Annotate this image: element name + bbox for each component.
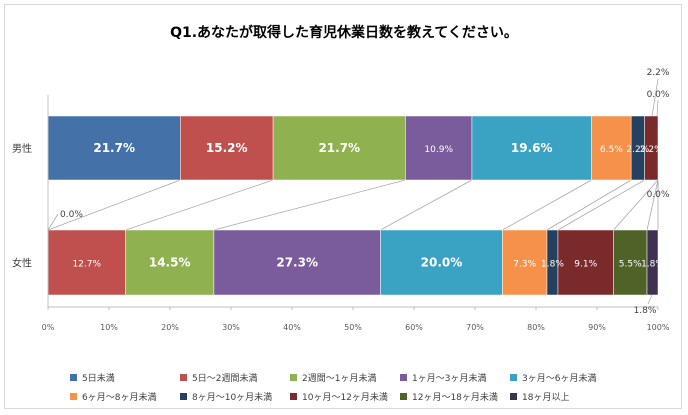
legend-label: 8ヶ月～10ヶ月未満 [192,393,273,403]
data-label: 10.9% [424,145,453,155]
data-label: 27.3% [276,256,318,270]
bar-segment [644,115,659,181]
legend-swatch [180,374,187,381]
series-connector-line [613,179,659,231]
bar-segment [47,115,181,181]
x-tick-label: 60% [405,323,423,332]
data-label: 6.5% [600,145,623,155]
legend-item: 18ヶ月以上 [510,390,569,403]
bar-segment [502,229,548,296]
x-tick-label: 40% [283,323,301,332]
data-label: 14.5% [149,256,191,270]
legend-item: 3ヶ月～6ヶ月未満 [510,371,596,384]
callout-leader-line [656,99,659,117]
legend-item: 6ヶ月～8ヶ月未満 [70,390,156,403]
legend-label: 2週間～1ヶ月未満 [302,374,377,384]
legend-swatch [180,393,187,400]
legend-swatch [70,393,77,400]
data-label: 2.2% [626,145,649,155]
x-tick-label: 0% [42,323,55,332]
callout-data-label: 2.2% [647,68,670,78]
bar-segment [471,115,592,181]
bar-segment [380,229,503,296]
callout-leader-line [47,213,59,231]
bar-segment [125,229,215,296]
data-label: 1.8% [641,260,664,270]
data-label: 19.6% [511,141,553,155]
chart-frame [4,4,682,409]
legend-label: 3ヶ月～6ヶ月未満 [522,374,597,384]
legend-swatch [510,374,517,381]
legend-label: 1ヶ月～3ヶ月未満 [412,374,487,384]
bar-segment [405,115,473,181]
bar-segment [272,115,406,181]
legend-swatch [400,393,407,400]
data-label: 21.7% [93,141,135,155]
callout-data-label: 0.0% [647,90,670,100]
callout-data-label: 1.8% [634,306,657,316]
legend-swatch [70,374,77,381]
series-connector-line [502,179,592,231]
legend-item: 2週間～1ヶ月未満 [290,371,376,384]
data-label: 21.7% [318,141,360,155]
data-label: 5.5% [619,260,642,270]
x-tick-label: 70% [466,323,484,332]
data-label: 2.2% [640,145,663,155]
series-connector-line [47,179,181,231]
data-label: 20.0% [421,256,463,270]
x-tick-label: 50% [344,323,362,332]
series-connector-line [213,179,406,231]
legend-label: 18ヶ月以上 [522,393,570,403]
chart-title: Q1.あなたが取得した育児休業日数を教えてください。 [170,25,518,41]
legend-swatch [290,393,297,400]
x-tick-label: 20% [161,323,179,332]
legend-swatch [510,393,517,400]
callout-leader-line [651,78,659,117]
category-label: 男性 [12,142,32,155]
callout-leader-line [647,294,653,305]
bar-segment [646,229,659,296]
bar-segment [47,229,126,296]
legend-item: 5日～2週間未満 [180,371,257,384]
legend-swatch [400,374,407,381]
bar-segment [557,229,614,296]
series-connector-line [646,179,659,231]
legend-label: 12ヶ月～18ヶ月未満 [412,393,498,403]
data-label: 9.1% [574,260,597,270]
callout-data-label: 0.0% [647,190,670,200]
bar-segment [180,115,274,181]
series-connector-line [380,179,473,231]
bar-segment [213,229,381,296]
data-label: 12.7% [72,260,101,270]
series-connector-line [546,179,632,231]
bar-segment [591,115,632,181]
x-tick-label: 100% [647,323,670,332]
legend-item: 12ヶ月～18ヶ月未満 [400,390,498,403]
data-label: 1.8% [541,260,564,270]
legend-label: 5日未満 [82,374,115,384]
legend-item: 10ヶ月～12ヶ月未満 [290,390,388,403]
legend-label: 5日～2週間未満 [192,374,258,384]
data-label: 15.2% [206,141,248,155]
legend-item: 8ヶ月～10ヶ月未満 [180,390,272,403]
legend-item: 5日未満 [70,371,115,384]
category-label: 女性 [12,257,32,270]
x-tick-label: 90% [588,323,606,332]
series-connector-line [557,179,645,231]
legend-label: 10ヶ月～12ヶ月未満 [302,393,388,403]
x-tick-label: 10% [100,323,118,332]
callout-data-label: 0.0% [60,210,83,220]
data-label: 7.3% [513,260,536,270]
x-tick-label: 80% [527,323,545,332]
series-connector-line [125,179,274,231]
legend-item: 1ヶ月～3ヶ月未満 [400,371,486,384]
x-tick-label: 30% [222,323,240,332]
legend-label: 6ヶ月～8ヶ月未満 [82,393,157,403]
legend-swatch [290,374,297,381]
